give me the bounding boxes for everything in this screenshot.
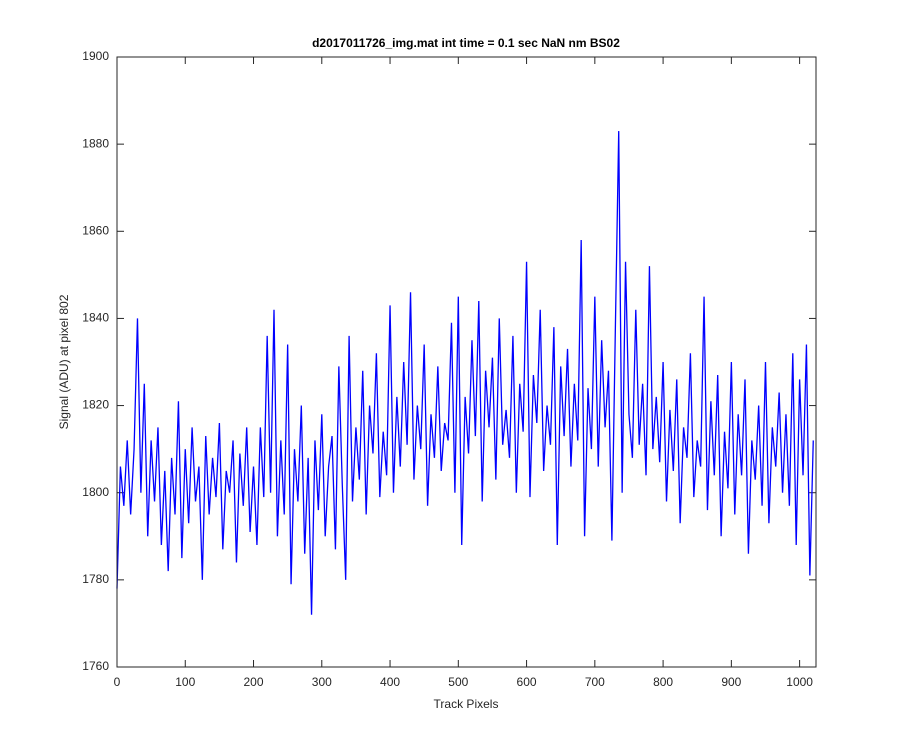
y-tick-label: 1820 (82, 398, 109, 412)
x-tick-label: 1000 (786, 675, 813, 689)
y-tick-label: 1760 (82, 659, 109, 673)
y-tick-label: 1860 (82, 223, 109, 237)
y-tick-label: 1840 (82, 311, 109, 325)
axes-box (116, 56, 817, 668)
x-tick-label: 400 (380, 675, 400, 689)
x-tick-label: 800 (653, 675, 673, 689)
x-tick-label: 200 (244, 675, 264, 689)
x-axis-label: Track Pixels (434, 697, 499, 711)
data-line (116, 131, 814, 615)
x-tick-label: 900 (721, 675, 741, 689)
y-axis-label: Signal (ADU) at pixel 802 (57, 294, 71, 429)
x-tick-label: 700 (585, 675, 605, 689)
x-tick-label: 0 (114, 675, 121, 689)
y-tick-label: 1880 (82, 136, 109, 150)
y-tick-label: 1800 (82, 485, 109, 499)
y-tick-label: 1780 (82, 572, 109, 586)
y-tick-label: 1900 (82, 49, 109, 63)
x-tick-label: 300 (312, 675, 332, 689)
x-tick-label: 500 (448, 675, 468, 689)
x-tick-label: 600 (517, 675, 537, 689)
x-tick-label: 100 (175, 675, 195, 689)
chart-title: d2017011726_img.mat int time = 0.1 sec N… (312, 36, 620, 50)
